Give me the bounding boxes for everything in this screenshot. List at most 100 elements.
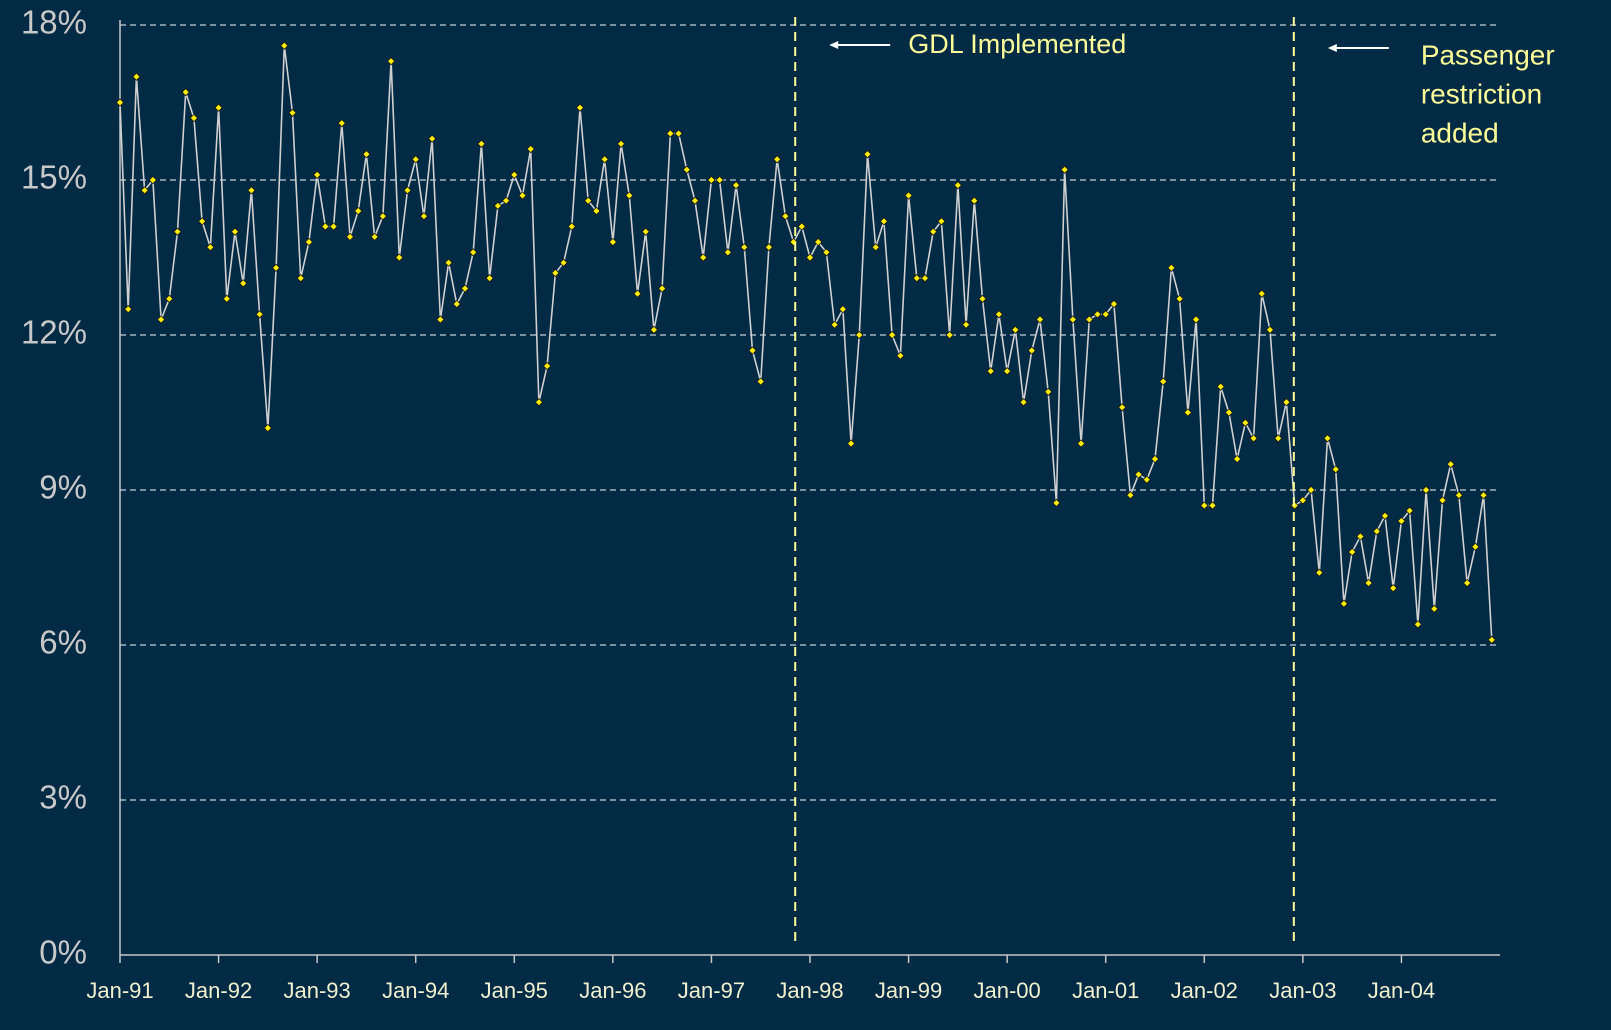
data-point [452, 299, 461, 309]
data-point [156, 315, 166, 324]
data-point [575, 103, 585, 112]
data-point [1438, 496, 1447, 505]
data-point [140, 186, 149, 195]
data-point [1446, 460, 1455, 469]
data-point [945, 330, 954, 340]
data-point [723, 248, 733, 257]
data-point [181, 88, 190, 97]
data-point [1339, 599, 1349, 608]
annotation-arrowhead [829, 41, 839, 49]
data-point [1413, 620, 1423, 629]
data-point [419, 212, 429, 221]
data-point [485, 274, 494, 283]
data-point [1380, 511, 1390, 520]
data-point [1249, 434, 1258, 443]
data-point [271, 263, 281, 272]
data-point [1224, 408, 1234, 417]
data-point [395, 253, 404, 262]
data-point [772, 155, 782, 164]
data-point [247, 186, 256, 195]
data-point [1060, 165, 1069, 174]
data-point [1454, 491, 1464, 500]
data-point [444, 258, 453, 267]
data-point [887, 330, 897, 340]
data-point [403, 186, 412, 195]
data-point [124, 305, 133, 314]
data-point [1430, 604, 1439, 613]
data-point [1044, 387, 1053, 396]
data-point [1462, 578, 1472, 588]
data-point [304, 237, 314, 247]
data-point [1232, 454, 1242, 464]
data-point [1002, 367, 1012, 376]
data-point [469, 248, 478, 257]
data-point [1052, 498, 1061, 508]
data-point [929, 227, 938, 236]
data-point [197, 217, 207, 226]
y-tick-label: 6% [39, 624, 87, 661]
data-point [740, 243, 749, 252]
annotation-arrowhead [1327, 44, 1337, 52]
data-point [731, 181, 741, 190]
data-point [1117, 403, 1127, 412]
data-point [1011, 325, 1020, 334]
data-point [321, 222, 330, 231]
data-point [1134, 470, 1143, 479]
data-point [608, 237, 618, 247]
data-point [953, 181, 963, 190]
data-point [1257, 289, 1266, 298]
data-point [1183, 408, 1193, 417]
data-point [855, 330, 864, 340]
data-point [1175, 294, 1184, 303]
data-point [518, 191, 527, 200]
data-point [263, 423, 273, 433]
y-tick-label: 18% [21, 4, 87, 41]
data-point [1208, 501, 1217, 510]
data-point [986, 367, 995, 376]
data-point [1356, 532, 1365, 541]
data-point [838, 305, 848, 314]
data-point [386, 57, 396, 66]
data-point [682, 165, 691, 174]
data-point [863, 150, 872, 159]
data-point [1241, 418, 1250, 427]
data-point [1076, 439, 1086, 448]
x-tick-label: Jan-95 [481, 978, 548, 1003]
data-point [846, 439, 856, 448]
data-point [115, 98, 125, 107]
data-point [1200, 501, 1209, 510]
data-point [1159, 377, 1168, 386]
data-point [370, 232, 379, 241]
data-point [337, 119, 346, 128]
x-tick-label: Jan-92 [185, 978, 252, 1003]
data-point [1298, 496, 1308, 505]
x-tick-label: Jan-00 [974, 978, 1041, 1003]
data-point [354, 206, 363, 216]
data-point [592, 206, 601, 216]
x-tick-label: Jan-99 [875, 978, 942, 1003]
y-tick-label: 15% [21, 159, 87, 196]
x-tick-label: Jan-01 [1072, 978, 1139, 1003]
data-point [542, 361, 552, 371]
data-point [1282, 398, 1291, 407]
data-point [1421, 485, 1431, 495]
data-point [584, 196, 593, 205]
data-point [830, 320, 839, 329]
data-point [296, 274, 305, 283]
data-point [641, 227, 650, 236]
annotation-text: restriction [1421, 78, 1542, 109]
x-tick-label: Jan-94 [382, 978, 449, 1003]
data-point [912, 274, 921, 283]
data-point [937, 217, 946, 226]
data-point [345, 232, 355, 241]
data-point [1191, 315, 1201, 324]
data-point [1397, 516, 1406, 526]
data-point [1331, 465, 1340, 474]
data-point [148, 175, 158, 185]
data-point [748, 346, 757, 355]
data-point [526, 144, 535, 154]
data-point [1315, 568, 1324, 577]
data-point [699, 253, 708, 262]
